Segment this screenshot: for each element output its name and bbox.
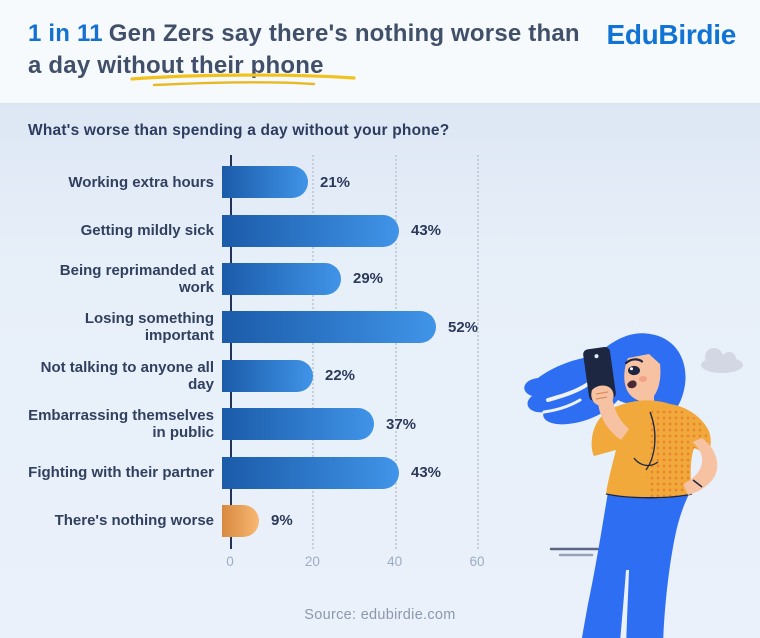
bar (222, 456, 399, 489)
bar (222, 311, 436, 344)
bar-value-label: 22% (325, 367, 356, 385)
bar-category-label: Fighting with their partner (28, 464, 214, 482)
bar-category-label: Embarrassing themselves in public (28, 407, 214, 442)
yellow-underline-decoration (130, 73, 356, 87)
chart-row: Not talking to anyone all day 22% (28, 352, 498, 400)
woman-figure (524, 333, 718, 638)
x-tick-label: 0 (226, 554, 234, 569)
chart-row: Getting mildly sick 43% (28, 206, 498, 254)
chart-title: What's worse than spending a day without… (28, 122, 450, 139)
edubirdie-logo: EduBirdie (606, 19, 736, 50)
woman-illustration (524, 333, 743, 638)
bar-value-label: 37% (386, 415, 417, 433)
bar-category-label: There's nothing worse (54, 512, 214, 530)
header: 1 in 11 Gen Zers say there's nothing wors… (0, 0, 760, 103)
bar-value-label: 43% (411, 222, 442, 240)
bar-value-label: 21% (320, 173, 351, 191)
cloud-icon (701, 348, 743, 373)
gridline (477, 155, 479, 549)
bar (222, 359, 313, 392)
x-tick-label: 20 (304, 554, 320, 569)
title-highlight: 1 in 11 (28, 20, 103, 47)
chart-row: Embarrassing themselves in public 37% (28, 400, 498, 448)
bar-category-label: Getting mildly sick (80, 222, 214, 240)
bar-value-label: 43% (411, 464, 442, 482)
hand (591, 385, 614, 407)
bar (222, 408, 374, 441)
chart-row: Losing something important 52% (28, 303, 498, 351)
bar-value-label: 52% (448, 318, 479, 336)
bar-chart: 0 20 40 60 Working extra hours 21% Getting mi… (28, 155, 498, 569)
pants (581, 492, 690, 638)
x-tick-label: 40 (387, 554, 403, 569)
chart-panel: What's worse than spending a day without… (0, 103, 760, 638)
bar-category-label: Working extra hours (68, 173, 214, 191)
arm-on-hip (683, 438, 718, 495)
bar (222, 262, 341, 295)
bar (222, 166, 308, 199)
chart-rows: Working extra hours 21% Getting mildly sic… (28, 158, 498, 548)
y-axis-line (230, 155, 232, 549)
bar-value-label: 29% (353, 270, 384, 288)
bar (222, 214, 399, 247)
arm-holding-phone (598, 396, 629, 440)
bar-category-label: Not talking to anyone all day (40, 358, 214, 393)
chart-row: Being reprimanded at work 29% (28, 255, 498, 303)
gridline (312, 155, 315, 549)
speed-lines (549, 547, 600, 557)
title-line-1: 1 in 11 Gen Zers say there's nothing wors… (28, 20, 580, 47)
gridline (394, 155, 397, 549)
chart-row: There's nothing worse 9% (28, 497, 498, 545)
chart-row: Fighting with their partner 43% (28, 448, 498, 496)
bar-highlight (222, 504, 259, 537)
x-tick-label: 60 (469, 554, 485, 569)
bar-category-label: Being reprimanded at work (59, 261, 214, 296)
source-text: Source: edubirdie.com (304, 607, 456, 623)
bar-value-label: 9% (271, 512, 293, 530)
bar-category-label: Losing something important (84, 310, 214, 345)
chart-row: Working extra hours 21% (28, 158, 498, 206)
